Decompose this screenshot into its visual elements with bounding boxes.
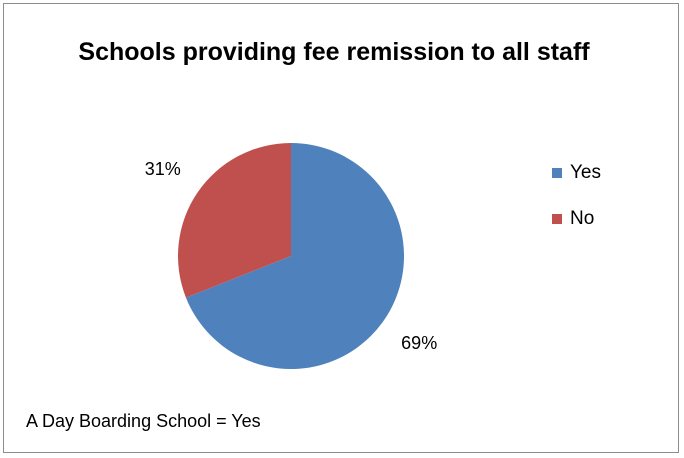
pie-slice-no (177, 143, 291, 298)
slice-label-yes: 69% (401, 333, 437, 353)
legend-swatch-yes (552, 168, 562, 178)
slice-label-no: 31% (145, 159, 181, 179)
chart-title: Schools providing fee remission to all s… (78, 38, 590, 66)
chart-area: Schools providing fee remission to all s… (3, 3, 679, 453)
legend-label-no: No (570, 208, 595, 229)
legend: Yes No (552, 162, 601, 254)
annotation-text: A Day Boarding School = Yes (26, 411, 261, 431)
pie-slice-yes (185, 143, 404, 369)
legend-label-yes: Yes (570, 162, 601, 183)
legend-item-no: No (552, 208, 601, 230)
legend-swatch-no (552, 214, 562, 224)
legend-item-yes: Yes (552, 162, 601, 184)
